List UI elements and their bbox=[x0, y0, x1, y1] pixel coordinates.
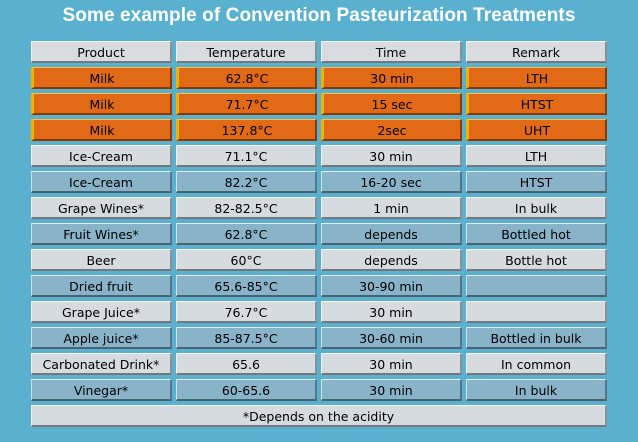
cell-time: 30 min bbox=[321, 67, 462, 89]
cell-remark: Bottled hot bbox=[466, 223, 607, 245]
cell-remark: LTH bbox=[466, 145, 607, 167]
cell-product: Grape Wines* bbox=[31, 197, 172, 219]
cell-product: Apple juice* bbox=[31, 327, 172, 349]
cell-temperature: 62.8°C bbox=[176, 223, 317, 245]
table-row: Dried fruit 65.6-85°C 30-90 min bbox=[31, 275, 607, 297]
table-row: Grape Wines* 82-82.5°C 1 min In bulk bbox=[31, 197, 607, 219]
table-row: Milk 71.7°C 15 sec HTST bbox=[31, 93, 607, 115]
header-remark: Remark bbox=[466, 41, 607, 63]
cell-product: Carbonated Drink* bbox=[31, 353, 172, 375]
cell-time: 30 min bbox=[321, 301, 462, 323]
cell-product: Milk bbox=[31, 93, 172, 115]
cell-temperature: 82.2°C bbox=[176, 171, 317, 193]
table-row: Ice-Cream 82.2°C 16-20 sec HTST bbox=[31, 171, 607, 193]
table-row: Milk 62.8°C 30 min LTH bbox=[31, 67, 607, 89]
cell-time: 30 min bbox=[321, 145, 462, 167]
cell-product: Vinegar* bbox=[31, 379, 172, 401]
header-product: Product bbox=[31, 41, 172, 63]
cell-remark bbox=[466, 275, 607, 297]
cell-time: 30-90 min bbox=[321, 275, 462, 297]
cell-time: 30 min bbox=[321, 353, 462, 375]
cell-remark: In bulk bbox=[466, 379, 607, 401]
cell-temperature: 71.1°C bbox=[176, 145, 317, 167]
slide-title: Some example of Convention Pasteurizatio… bbox=[62, 5, 576, 26]
table-body: Milk 62.8°C 30 min LTH Milk 71.7°C 15 sec HTST M… bbox=[31, 67, 607, 401]
table-row: Grape Juice* 76.7°C 30 min bbox=[31, 301, 607, 323]
cell-product: Fruit Wines* bbox=[31, 223, 172, 245]
cell-temperature: 65.6 bbox=[176, 353, 317, 375]
cell-time: 2sec bbox=[321, 119, 462, 141]
pasteurization-table: Product Temperature Time Remark Milk 62.8… bbox=[31, 41, 607, 431]
cell-temperature: 60°C bbox=[176, 249, 317, 271]
cell-product: Grape Juice* bbox=[31, 301, 172, 323]
table-row: Beer 60°C depends Bottle hot bbox=[31, 249, 607, 271]
cell-time: 1 min bbox=[321, 197, 462, 219]
cell-remark: LTH bbox=[466, 67, 607, 89]
cell-product: Ice-Cream bbox=[31, 145, 172, 167]
cell-temperature: 60-65.6 bbox=[176, 379, 317, 401]
cell-remark bbox=[466, 301, 607, 323]
cell-remark: In common bbox=[466, 353, 607, 375]
cell-remark: Bottle hot bbox=[466, 249, 607, 271]
cell-remark: HTST bbox=[466, 93, 607, 115]
footnote-text: *Depends on the acidity bbox=[31, 405, 607, 427]
table-row: Vinegar* 60-65.6 30 min In bulk bbox=[31, 379, 607, 401]
table-footnote-row: *Depends on the acidity bbox=[31, 405, 607, 427]
cell-time: 30 min bbox=[321, 379, 462, 401]
cell-temperature: 71.7°C bbox=[176, 93, 317, 115]
cell-product: Beer bbox=[31, 249, 172, 271]
cell-product: Dried fruit bbox=[31, 275, 172, 297]
table-row: Ice-Cream 71.1°C 30 min LTH bbox=[31, 145, 607, 167]
cell-remark: UHT bbox=[466, 119, 607, 141]
cell-remark: HTST bbox=[466, 171, 607, 193]
header-time: Time bbox=[321, 41, 462, 63]
cell-temperature: 137.8°C bbox=[176, 119, 317, 141]
cell-time: 15 sec bbox=[321, 93, 462, 115]
cell-temperature: 82-82.5°C bbox=[176, 197, 317, 219]
table-row: Carbonated Drink* 65.6 30 min In common bbox=[31, 353, 607, 375]
cell-remark: Bottled in bulk bbox=[466, 327, 607, 349]
cell-time: depends bbox=[321, 249, 462, 271]
cell-product: Ice-Cream bbox=[31, 171, 172, 193]
table-row: Milk 137.8°C 2sec UHT bbox=[31, 119, 607, 141]
cell-time: 16-20 sec bbox=[321, 171, 462, 193]
cell-product: Milk bbox=[31, 67, 172, 89]
header-temperature: Temperature bbox=[176, 41, 317, 63]
cell-temperature: 76.7°C bbox=[176, 301, 317, 323]
table-header-row: Product Temperature Time Remark bbox=[31, 41, 607, 63]
cell-temperature: 62.8°C bbox=[176, 67, 317, 89]
cell-temperature: 65.6-85°C bbox=[176, 275, 317, 297]
cell-time: depends bbox=[321, 223, 462, 245]
cell-temperature: 85-87.5°C bbox=[176, 327, 317, 349]
cell-product: Milk bbox=[31, 119, 172, 141]
table-row: Apple juice* 85-87.5°C 30-60 min Bottled in… bbox=[31, 327, 607, 349]
cell-remark: In bulk bbox=[466, 197, 607, 219]
table-row: Fruit Wines* 62.8°C depends Bottled hot bbox=[31, 223, 607, 245]
cell-time: 30-60 min bbox=[321, 327, 462, 349]
